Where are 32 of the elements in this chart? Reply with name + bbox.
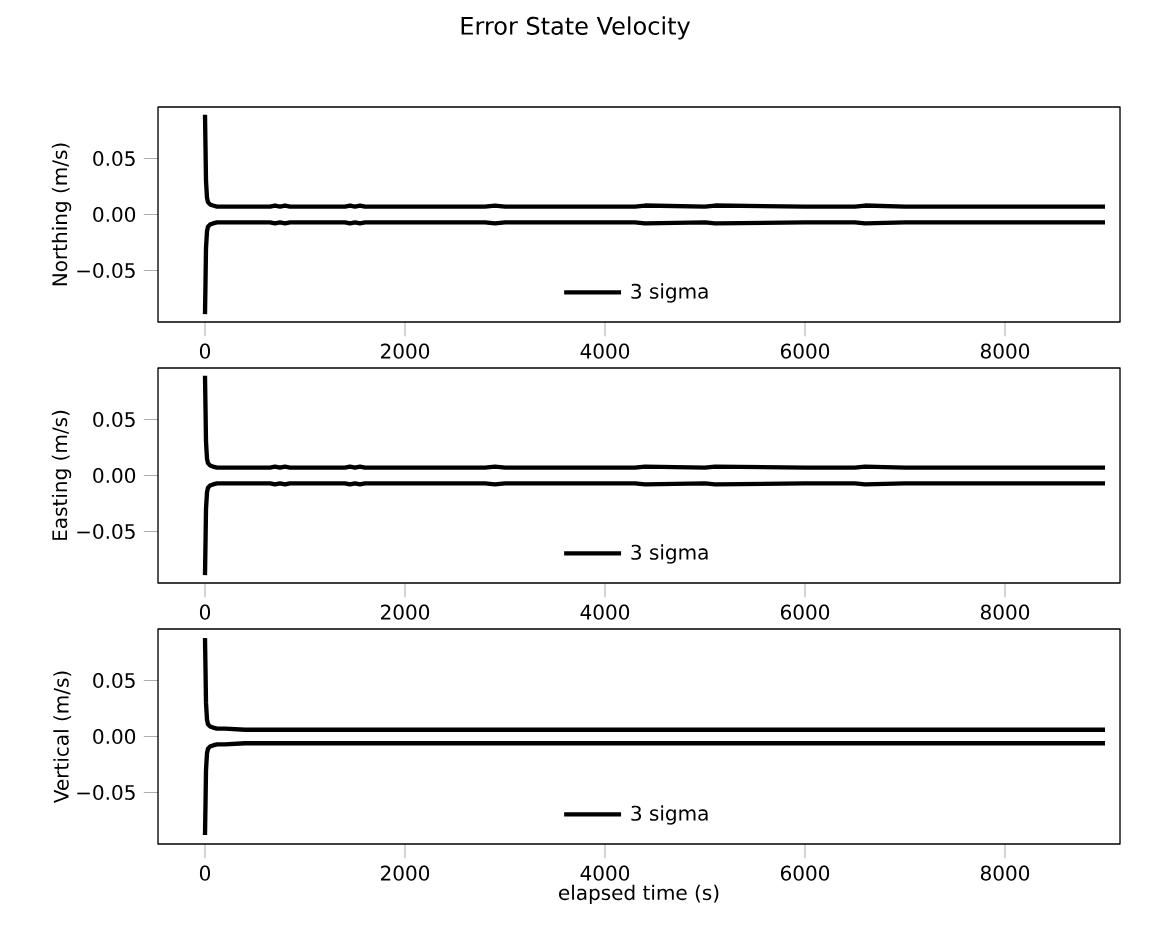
y-tick-label: 0.00 (93, 467, 136, 484)
y-tick-label: −0.05 (77, 523, 135, 540)
x-tick-label: 6000 (780, 343, 830, 359)
x-tick-label: 2000 (381, 865, 430, 881)
legend-label: 3 sigma (631, 283, 708, 303)
y-tick-label: −0.05 (77, 262, 135, 279)
x-tick-label: 4000 (580, 604, 630, 620)
chart-title: Error State Velocity (461, 16, 691, 40)
x-tick-label: 8000 (980, 865, 1030, 881)
x-tick-label: 0 (199, 343, 211, 359)
x-tick-label: 4000 (580, 865, 630, 881)
x-tick-label: 4000 (580, 343, 630, 359)
x-tick-label: 0 (199, 604, 211, 620)
x-tick-label: 8000 (980, 604, 1030, 620)
y-tick-label: 0.05 (93, 150, 135, 167)
y-tick-label: 0.00 (93, 206, 136, 223)
y-axis-title: Easting (m/s) (51, 410, 72, 540)
y-tick-label: 0.05 (93, 672, 135, 689)
x-tick-label: 6000 (780, 865, 830, 881)
x-axis-title: elapsed time (s) (559, 884, 719, 905)
y-tick-label: −0.05 (77, 784, 135, 801)
y-tick-label: 0.05 (93, 411, 135, 428)
x-tick-label: 8000 (980, 343, 1030, 359)
legend-label: 3 sigma (631, 805, 708, 825)
y-axis-title: Northing (m/s) (51, 143, 72, 286)
x-tick-label: 2000 (381, 604, 430, 620)
y-axis-title: Vertical (m/s) (53, 671, 72, 804)
x-tick-label: 0 (199, 865, 211, 881)
y-tick-label: 0.00 (93, 728, 136, 745)
legend-label: 3 sigma (631, 544, 708, 564)
x-tick-label: 6000 (780, 604, 830, 620)
x-tick-label: 2000 (381, 343, 430, 359)
